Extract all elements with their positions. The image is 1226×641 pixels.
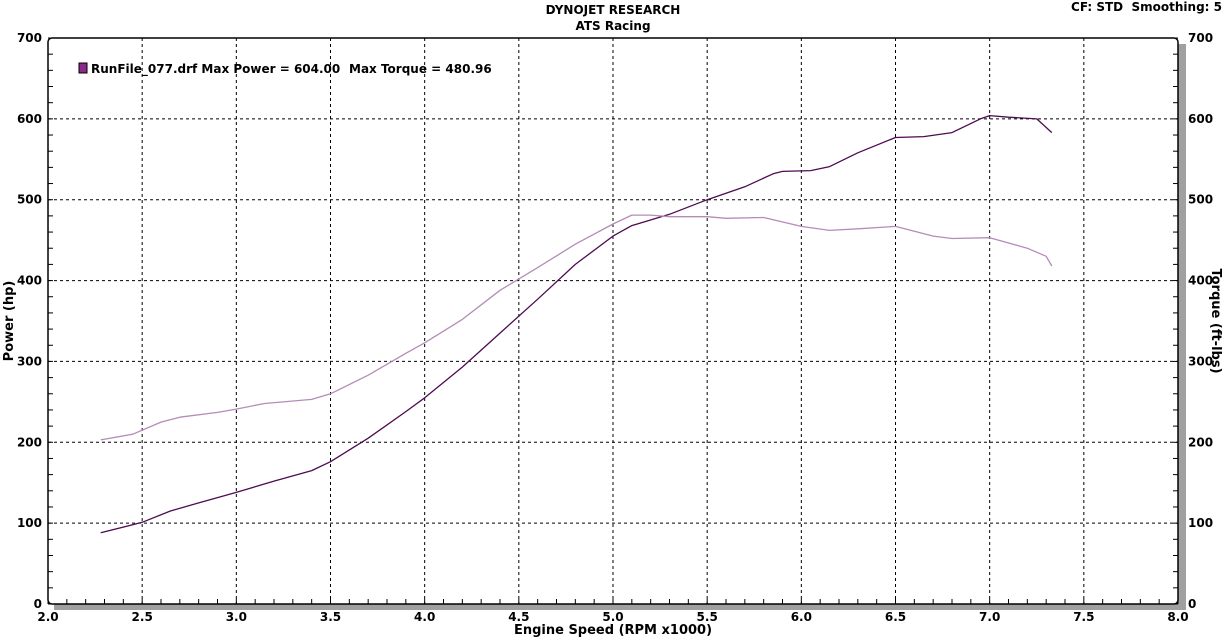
x-tick-label: 2.5 [132, 610, 153, 624]
y2-tick-label: 100 [1188, 516, 1213, 530]
y-tick-label: 700 [17, 31, 42, 45]
y2-tick-label: 700 [1188, 31, 1213, 45]
y-axis-label: Power (hp) [2, 281, 17, 362]
chart-subtitle: ATS Racing [575, 19, 650, 33]
y2-tick-label: 300 [1188, 354, 1213, 368]
y2-tick-label: 0 [1188, 597, 1196, 611]
x-tick-label: 7.0 [979, 610, 1000, 624]
y-tick-label: 300 [17, 354, 42, 368]
y-tick-label: 500 [17, 193, 42, 207]
y-tick-label: 400 [17, 274, 42, 288]
x-tick-label: 2.0 [37, 610, 58, 624]
x-tick-label: 5.0 [602, 610, 623, 624]
torque-curve [100, 214, 1053, 441]
legend-torque-label: Max Torque = 480.96 [349, 62, 492, 76]
y2-tick-label: 400 [1188, 274, 1213, 288]
y-tick-label: 100 [17, 516, 42, 530]
x-tick-label: 5.5 [697, 610, 718, 624]
x-tick-label: 6.5 [885, 610, 906, 624]
y2-axis-label: Torque (ft-lbs) [1208, 268, 1223, 373]
power-curve [100, 114, 1053, 534]
settings-label: CF: STD Smoothing: 5 [1071, 0, 1222, 14]
y-tick-label: 600 [17, 112, 42, 126]
x-tick-label: 6.0 [791, 610, 812, 624]
chart-title: DYNOJET RESEARCH [546, 3, 681, 17]
x-tick-label: 7.5 [1073, 610, 1094, 624]
y2-tick-label: 500 [1188, 193, 1213, 207]
grid [48, 38, 1178, 604]
y-tick-label: 0 [34, 597, 42, 611]
plot-shadow-right [1178, 44, 1186, 610]
x-tick-label: 3.0 [226, 610, 247, 624]
axis-ticks [47, 37, 1179, 605]
x-axis-label: Engine Speed (RPM x1000) [514, 623, 712, 637]
x-tick-label: 4.0 [414, 610, 435, 624]
tick-labels: 2.0 2.5 3.0 3.5 4.0 4.5 5.0 5.5 6.0 6.5 7.0 7.5 8.00… [17, 31, 1213, 624]
y2-tick-label: 600 [1188, 112, 1213, 126]
plot-shadow-bottom [54, 604, 1186, 610]
legend-swatch [78, 62, 88, 74]
x-tick-label: 8.0 [1167, 610, 1188, 624]
x-tick-label: 3.5 [320, 610, 341, 624]
series-lines [100, 114, 1053, 534]
x-tick-label: 4.5 [508, 610, 529, 624]
y-tick-label: 200 [17, 435, 42, 449]
y2-tick-label: 200 [1188, 435, 1213, 449]
legend-run-label: RunFile_077.drf Max Power = 604.00 [91, 62, 340, 77]
